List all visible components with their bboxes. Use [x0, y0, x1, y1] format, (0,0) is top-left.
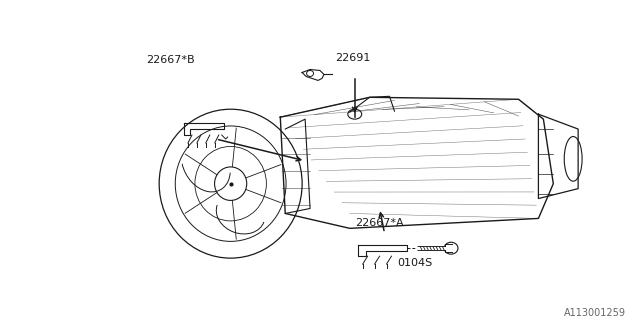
Text: A113001259: A113001259	[564, 308, 626, 318]
Text: 22691: 22691	[335, 52, 371, 63]
Text: 22667*A: 22667*A	[355, 219, 403, 228]
Text: 0104S: 0104S	[397, 258, 433, 268]
Text: 22667*B: 22667*B	[147, 55, 195, 65]
